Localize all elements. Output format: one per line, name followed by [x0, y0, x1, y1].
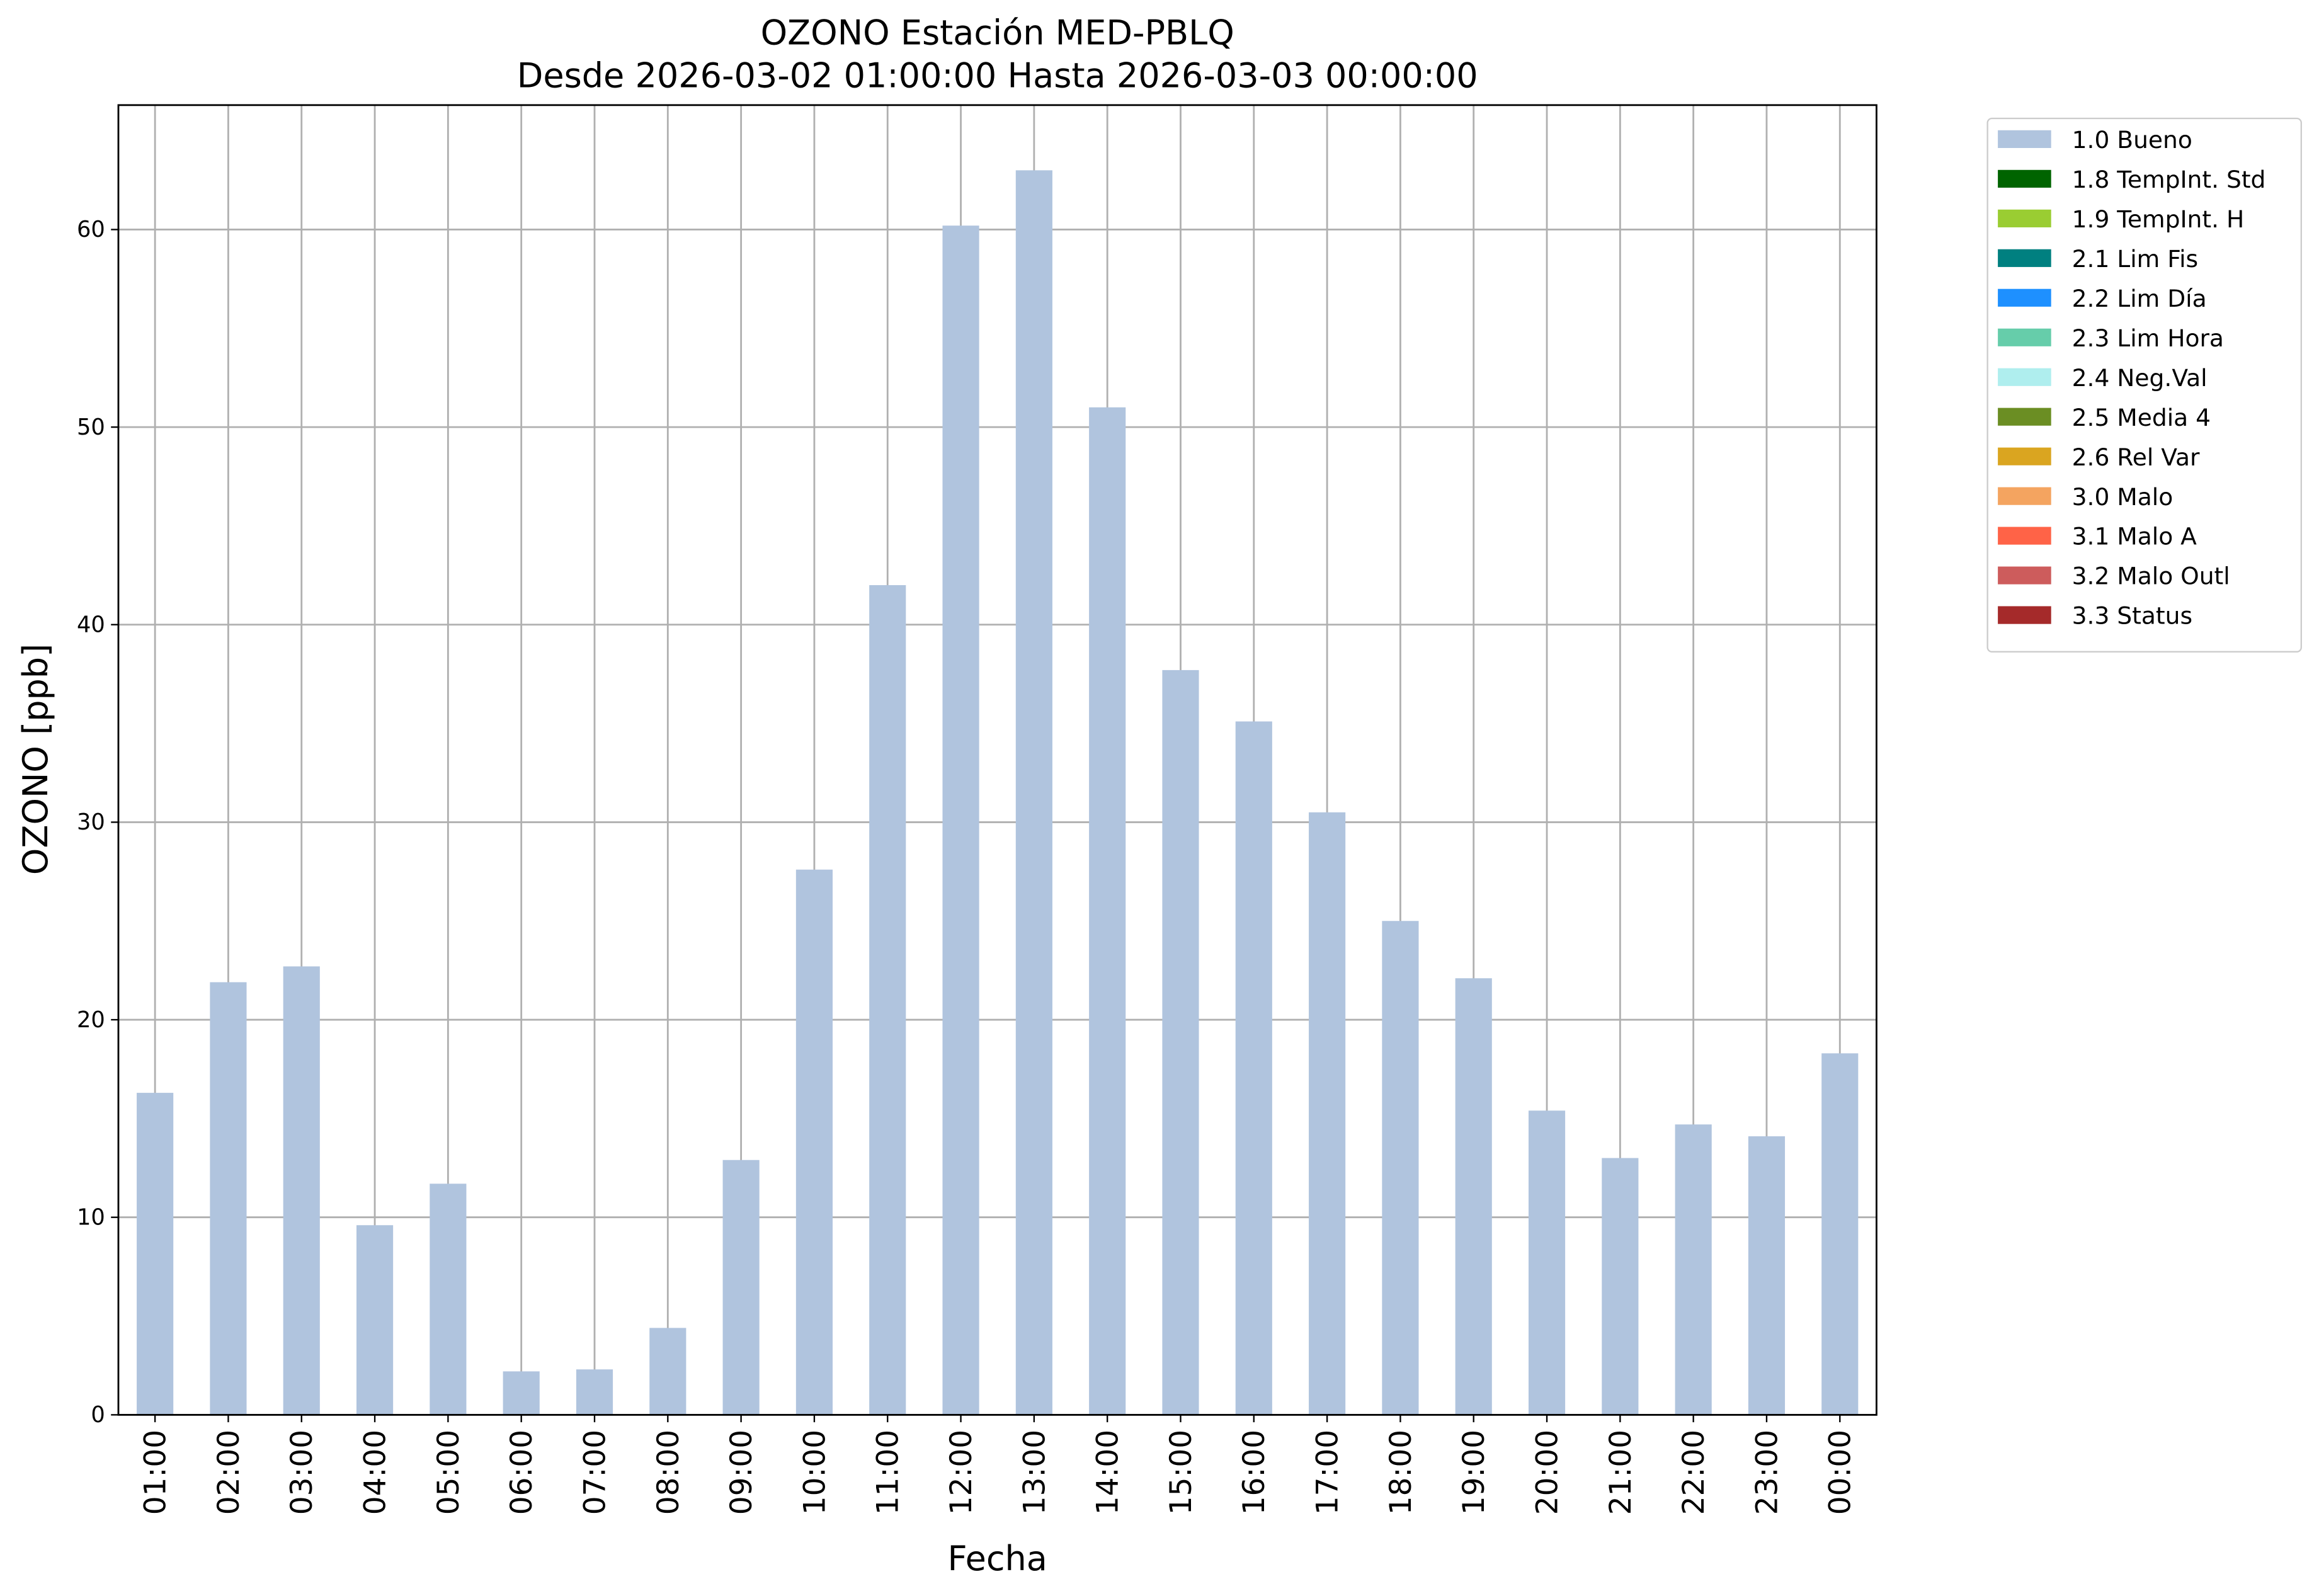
x-tick-label: 22:00 — [1677, 1430, 1711, 1515]
bar — [1675, 1124, 1712, 1415]
legend-label: 3.0 Malo — [2072, 483, 2174, 511]
legend: 1.0 Bueno 1.8 TempInt. Std 1.9 TempInt. H 2… — [1986, 117, 2302, 653]
y-axis-label: OZONO [ppb] — [16, 644, 55, 875]
legend-box — [1986, 117, 2302, 653]
bar — [1821, 1053, 1859, 1415]
legend-swatch — [1998, 130, 2051, 149]
chart-title: OZONO Estación MED-PBLQ — [761, 13, 1234, 53]
x-tick-label: 02:00 — [212, 1430, 246, 1515]
bar — [942, 225, 979, 1415]
legend-label: 1.8 TempInt. Std — [2072, 166, 2266, 193]
x-tick-label: 15:00 — [1164, 1430, 1199, 1515]
legend-swatch — [1998, 606, 2051, 624]
legend-label: 2.4 Neg.Val — [2072, 364, 2208, 392]
legend-swatch — [1998, 169, 2051, 188]
x-tick-label: 05:00 — [431, 1430, 466, 1515]
legend-label: 1.9 TempInt. H — [2072, 205, 2245, 233]
bar — [1235, 721, 1272, 1415]
y-tick-label: 50 — [77, 414, 105, 440]
y-tick-label: 40 — [77, 612, 105, 638]
legend-swatch — [1998, 447, 2051, 465]
x-tick-label: 21:00 — [1604, 1430, 1638, 1515]
bar — [210, 982, 247, 1415]
x-tick-label: 11:00 — [871, 1430, 906, 1515]
y-tick-label: 0 — [91, 1402, 105, 1428]
bar — [722, 1160, 760, 1415]
x-tick-label: 20:00 — [1530, 1430, 1564, 1515]
bar — [1309, 812, 1346, 1415]
x-tick-label: 14:00 — [1091, 1430, 1125, 1515]
legend-swatch — [1998, 368, 2051, 386]
bar — [1455, 978, 1492, 1415]
legend-swatch — [1998, 249, 2051, 267]
bar — [283, 966, 320, 1415]
x-tick-label: 18:00 — [1384, 1430, 1418, 1515]
legend-label: 2.5 Media 4 — [2072, 404, 2211, 431]
bar — [430, 1183, 467, 1415]
x-tick-label: 10:00 — [797, 1430, 832, 1515]
bar — [1162, 670, 1199, 1415]
x-tick-label: 19:00 — [1457, 1430, 1491, 1515]
bar — [1089, 407, 1126, 1415]
legend-label: 3.2 Malo Outl — [2072, 562, 2230, 590]
legend-swatch — [1998, 209, 2051, 227]
x-tick-label: 00:00 — [1823, 1430, 1858, 1515]
legend-label: 1.0 Bueno — [2072, 126, 2192, 154]
x-tick-label: 17:00 — [1311, 1430, 1345, 1515]
bar — [503, 1371, 540, 1415]
chart-subtitle: Desde 2026-03-02 01:00:00 Hasta 2026-03-… — [517, 56, 1478, 96]
legend-swatch — [1998, 288, 2051, 307]
x-tick-label: 12:00 — [944, 1430, 979, 1515]
bar — [869, 585, 906, 1415]
legend-label: 3.3 Status — [2072, 602, 2192, 630]
bar — [649, 1328, 687, 1415]
x-axis-label: Fecha — [947, 1539, 1047, 1578]
bar — [1528, 1110, 1566, 1415]
legend-label: 2.1 Lim Fis — [2072, 245, 2199, 273]
legend-label: 2.2 Lim Día — [2072, 285, 2207, 312]
legend-label: 2.3 Lim Hora — [2072, 324, 2224, 352]
bar — [1748, 1136, 1786, 1415]
x-tick-label: 03:00 — [285, 1430, 319, 1515]
legend-swatch — [1998, 328, 2051, 346]
bars — [137, 170, 1859, 1415]
legend-swatch — [1998, 566, 2051, 584]
legend-swatch — [1998, 408, 2051, 426]
x-tick-label: 06:00 — [504, 1430, 539, 1515]
bar — [137, 1093, 174, 1415]
legend-label: 3.1 Malo A — [2072, 523, 2197, 550]
bar — [356, 1225, 394, 1415]
plot-frame — [117, 104, 1877, 1416]
bar — [1382, 921, 1419, 1415]
y-tick-label: 10 — [77, 1204, 105, 1230]
x-tick-label: 13:00 — [1017, 1430, 1052, 1515]
x-tick-label: 16:00 — [1237, 1430, 1272, 1515]
y-tick-label: 30 — [77, 809, 105, 835]
x-tick-label: 01:00 — [139, 1430, 173, 1515]
bar — [1015, 170, 1052, 1415]
y-tick-label: 60 — [77, 217, 105, 242]
bar — [1602, 1158, 1639, 1415]
x-tick-label: 09:00 — [724, 1430, 759, 1515]
axes: 0 10 20 30 40 50 60 01:00 02:00 03:00 04:00 05:00 06… — [77, 104, 1877, 1515]
bar — [795, 869, 833, 1415]
legend-label: 2.6 Rel Var — [2072, 443, 2200, 471]
legend-swatch — [1998, 527, 2051, 545]
bar — [576, 1369, 613, 1415]
x-tick-label: 07:00 — [578, 1430, 612, 1515]
x-tick-label: 04:00 — [358, 1430, 393, 1515]
x-tick-label: 08:00 — [651, 1430, 686, 1515]
y-tick-label: 20 — [77, 1007, 105, 1033]
x-tick-label: 23:00 — [1750, 1430, 1784, 1515]
legend-swatch — [1998, 487, 2051, 505]
